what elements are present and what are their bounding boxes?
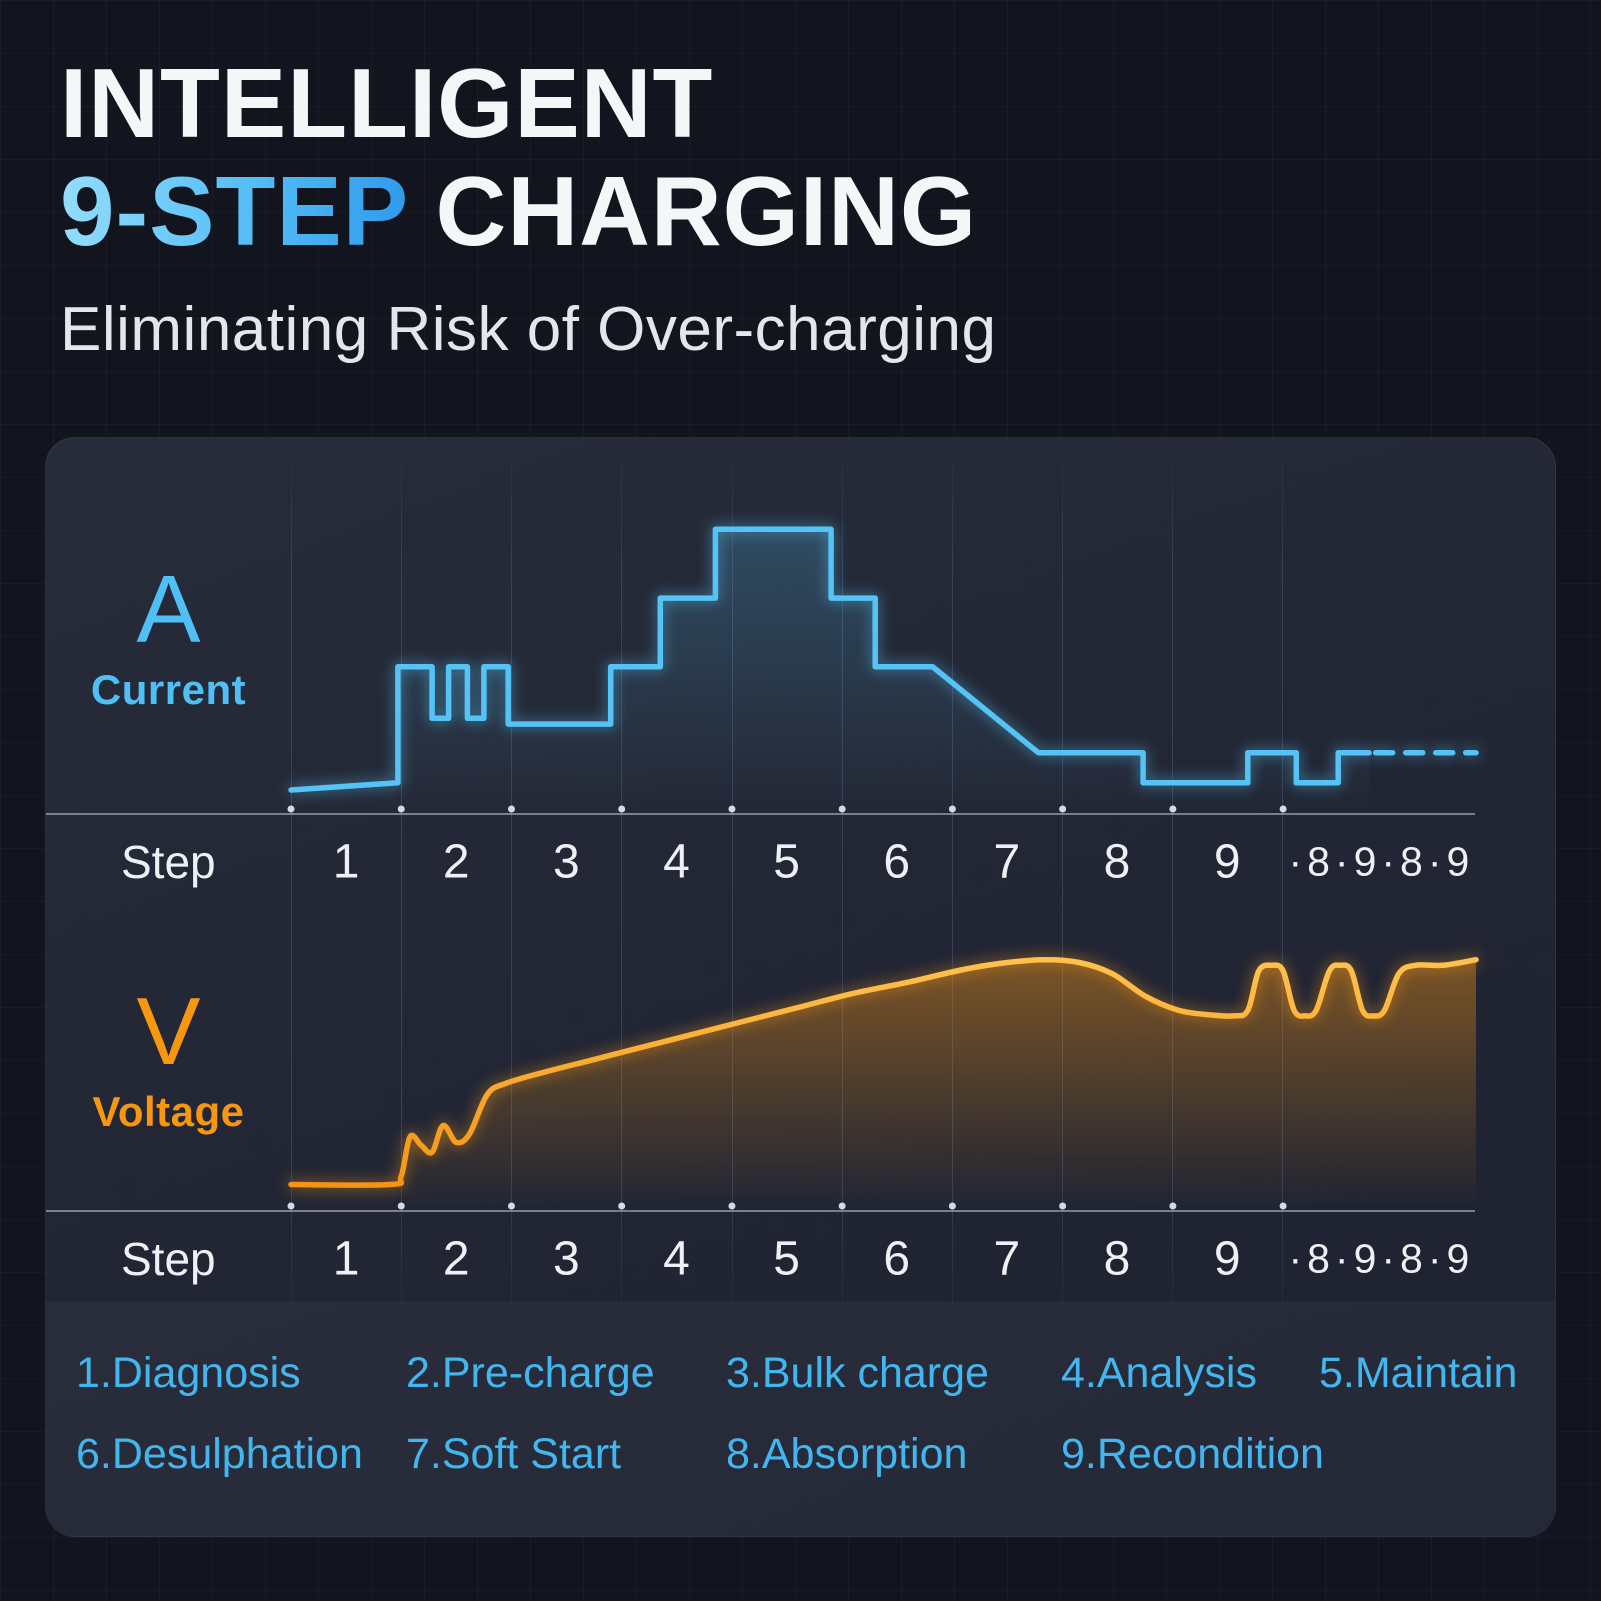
tick-dot bbox=[1279, 805, 1287, 813]
step-number-1: 1 bbox=[332, 1232, 360, 1286]
step-axis-current: Step 1 2 3 4 5 6 7 8 9 ·8·9·8·9 bbox=[46, 815, 1475, 910]
legend-item: 9.Recondition bbox=[1061, 1429, 1324, 1478]
step-number-8: 8 bbox=[1103, 1232, 1131, 1286]
step-number-3: 3 bbox=[552, 1232, 580, 1286]
legend-item: 5.Maintain bbox=[1319, 1348, 1518, 1397]
tick-dot bbox=[618, 1202, 626, 1210]
tick-dot bbox=[1279, 1202, 1287, 1210]
step-number-7: 7 bbox=[993, 835, 1021, 889]
voltage-axis-label: V Voltage bbox=[46, 910, 291, 1210]
voltage-line bbox=[288, 956, 1479, 1188]
step-number-2: 2 bbox=[442, 835, 470, 889]
step-number-4: 4 bbox=[663, 1232, 690, 1286]
step-number-8: 8 bbox=[1103, 835, 1131, 889]
tick-dot bbox=[1169, 1202, 1177, 1210]
title-line1: INTELLIGENT bbox=[60, 48, 714, 158]
voltage-unit-letter: V bbox=[136, 977, 201, 1085]
step-axis-voltage: Step 1 2 3 4 5 6 7 8 9 ·8·9·8·9 bbox=[46, 1212, 1475, 1307]
step-axis-numbers-2: 1 2 3 4 5 6 7 8 9 ·8·9·8·9 bbox=[291, 1212, 1475, 1307]
legend-item: 8.Absorption bbox=[726, 1429, 968, 1478]
chart-panel: A Current Step 1 2 3 4 5 6 7 8 9 ·8·9·8·9 V Volta… bbox=[45, 436, 1556, 1537]
tick-dot bbox=[618, 805, 626, 813]
step-axis-numbers: 1 2 3 4 5 6 7 8 9 ·8·9·8·9 bbox=[291, 815, 1475, 910]
tick-dot bbox=[728, 1202, 736, 1210]
step-axis-title-2: Step bbox=[121, 1233, 216, 1286]
tick-dot bbox=[397, 1202, 405, 1210]
current-unit-name: Current bbox=[90, 665, 247, 713]
tick-dot bbox=[1059, 805, 1067, 813]
current-area-fill bbox=[291, 528, 1370, 810]
legend-item: 3.Bulk charge bbox=[726, 1348, 989, 1397]
tick-dot bbox=[838, 1202, 846, 1210]
page-title: INTELLIGENT 9-STEP CHARGING bbox=[60, 48, 1541, 266]
step-number-2: 2 bbox=[442, 1232, 470, 1286]
step-number-7: 7 bbox=[993, 1232, 1021, 1286]
title-accent: 9-STEP bbox=[60, 155, 408, 266]
header: INTELLIGENT 9-STEP CHARGING Eliminating R… bbox=[0, 0, 1601, 365]
tick-dot bbox=[1169, 805, 1177, 813]
tick-dot bbox=[287, 805, 295, 813]
voltage-chart bbox=[287, 956, 1479, 1210]
voltage-unit-name: Voltage bbox=[92, 1087, 245, 1135]
step-number-5: 5 bbox=[773, 1232, 800, 1286]
voltage-chart-row: V Voltage bbox=[46, 910, 1479, 1212]
step-number-5: 5 bbox=[773, 835, 800, 889]
step-number-1: 1 bbox=[332, 835, 360, 889]
legend-item: 1.Diagnosis bbox=[76, 1348, 301, 1397]
current-chart bbox=[287, 526, 1479, 813]
tick-dot bbox=[728, 805, 736, 813]
current-chart-row: A Current bbox=[46, 463, 1479, 815]
infographic: INTELLIGENT 9-STEP CHARGING Eliminating R… bbox=[0, 0, 1601, 1537]
legend-item: 6.Desulphation bbox=[76, 1429, 363, 1478]
step-number-9: 9 bbox=[1213, 835, 1241, 889]
step-number-9: 9 bbox=[1213, 1232, 1241, 1286]
step-extra-label: ·8·9·8·9 bbox=[1288, 1235, 1475, 1282]
tick-dot bbox=[838, 805, 846, 813]
tick-dot bbox=[397, 805, 405, 813]
tick-dot bbox=[948, 805, 956, 813]
legend-item: 7.Soft Start bbox=[406, 1429, 622, 1478]
current-line bbox=[288, 526, 1372, 793]
step-axis-title: Step bbox=[121, 836, 216, 889]
legend-item: 2.Pre-charge bbox=[406, 1348, 655, 1397]
step-number-6: 6 bbox=[883, 1232, 911, 1286]
current-axis-label: A Current bbox=[46, 463, 291, 813]
step-number-6: 6 bbox=[883, 835, 911, 889]
step-number-3: 3 bbox=[552, 835, 580, 889]
title-line2-rest: CHARGING bbox=[407, 155, 978, 266]
step-number-4: 4 bbox=[663, 835, 690, 889]
tick-dot bbox=[1059, 1202, 1067, 1210]
legend: 1.Diagnosis 2.Pre-charge 3.Bulk charge 4.An… bbox=[46, 1301, 1555, 1536]
current-unit-letter: A bbox=[136, 555, 201, 663]
step-extra-label: ·8·9·8·9 bbox=[1288, 838, 1475, 885]
tick-dot bbox=[507, 1202, 515, 1210]
voltage-area-fill bbox=[291, 959, 1476, 1207]
legend-item: 4.Analysis bbox=[1061, 1348, 1257, 1397]
tick-dot bbox=[507, 805, 515, 813]
tick-dot bbox=[287, 1202, 295, 1210]
tick-dot bbox=[948, 1202, 956, 1210]
subtitle: Eliminating Risk of Over-charging bbox=[60, 294, 997, 364]
